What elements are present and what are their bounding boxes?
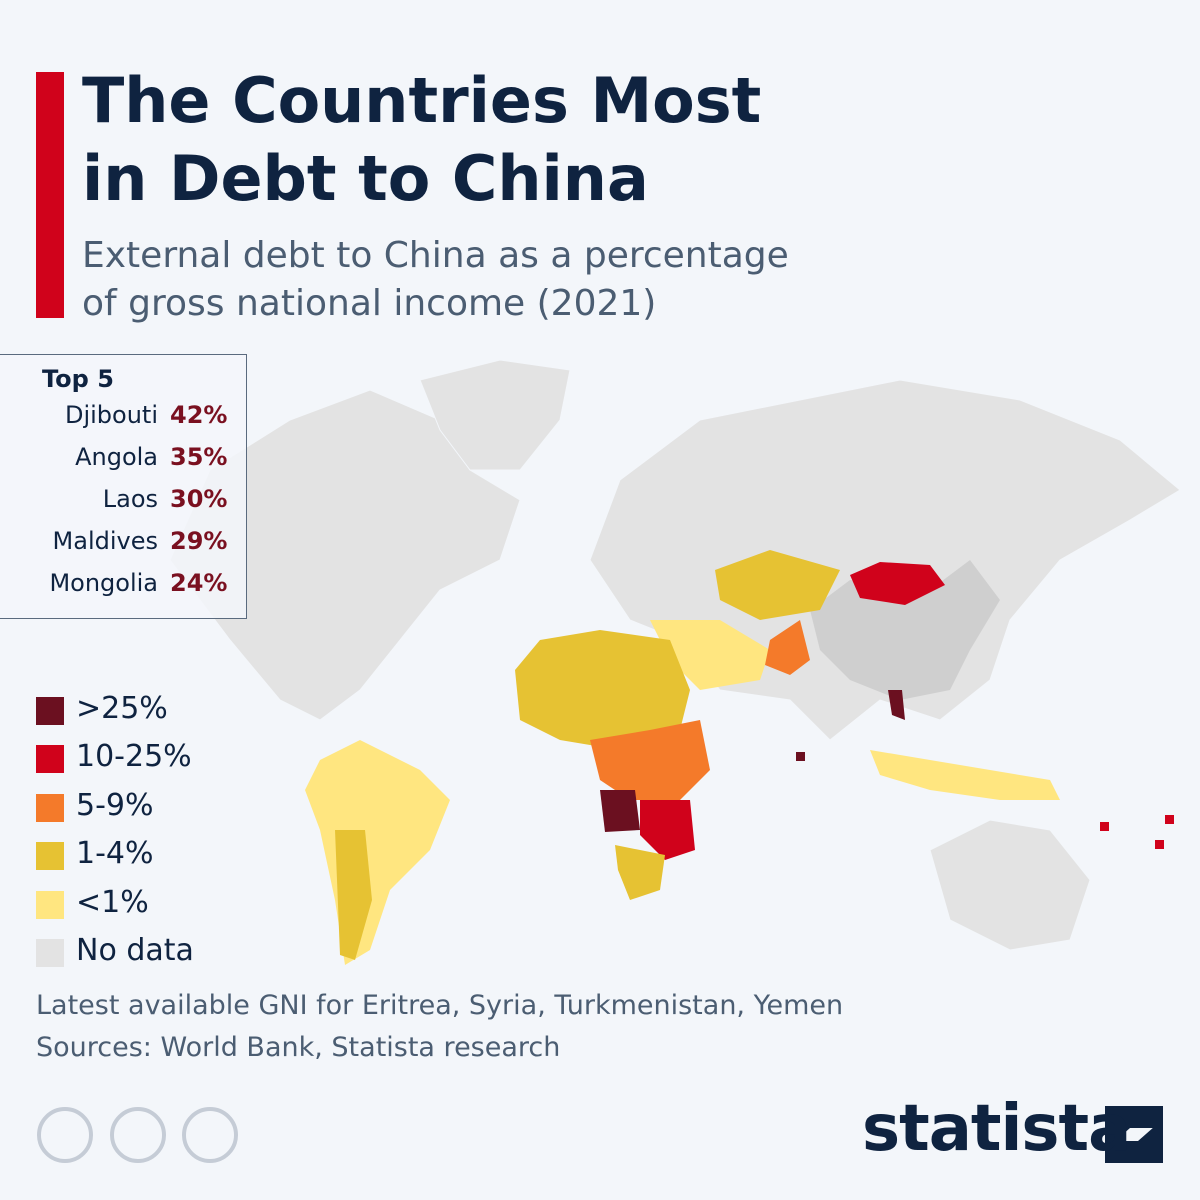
by-icon: [110, 1107, 166, 1163]
top5-box: Top 5 Djibouti 42% Angola 35% Laos 30% Maldive…: [0, 354, 247, 619]
greenland: [419, 359, 571, 471]
country-name: Laos: [102, 485, 158, 513]
brand: statista: [862, 1092, 1131, 1166]
laos: [888, 690, 905, 720]
legend-swatch: [36, 697, 64, 725]
top5-row: Angola 35%: [0, 443, 247, 479]
africa-south-east: [640, 800, 695, 860]
title-line: The Countries Most: [82, 64, 762, 137]
debt-share: 35%: [170, 443, 228, 471]
title-line: in Debt to China: [82, 142, 649, 215]
subtitle-line: External debt to China as a percentage: [82, 235, 789, 276]
legend-label: No data: [76, 933, 194, 968]
subtitle: External debt to China as a percentage o…: [82, 232, 789, 328]
subtitle-line: of gross national income (2021): [82, 283, 657, 324]
angola: [600, 790, 640, 832]
country-name: Angola: [75, 443, 158, 471]
africa-north: [515, 630, 690, 750]
legend-label: 10-25%: [76, 739, 192, 775]
title: The Countries Most in Debt to China: [82, 62, 761, 218]
legend-swatch: [36, 842, 64, 871]
central-asia: [715, 550, 840, 620]
country-name: Djibouti: [64, 401, 158, 429]
china: [810, 560, 1000, 700]
brand-logo: [1105, 1106, 1163, 1163]
country-name: Mongolia: [49, 569, 158, 597]
legend-label: 1-4%: [76, 836, 154, 872]
mongolia: [850, 562, 945, 605]
legend-swatch: [36, 745, 64, 774]
footnote: Latest available GNI for Eritrea, Syria,…: [36, 990, 844, 1021]
africa-south: [615, 845, 665, 900]
top5-row: Laos 30%: [0, 485, 247, 521]
cc-icon: [37, 1107, 93, 1163]
north-america: [169, 389, 521, 721]
debt-share: 24%: [170, 569, 228, 597]
top5-row: Djibouti 42%: [0, 401, 247, 437]
debt-share: 42%: [170, 401, 228, 429]
legend-swatch: [36, 890, 64, 919]
legend-label: >25%: [76, 691, 168, 726]
top5-row: Mongolia 24%: [0, 569, 247, 605]
australia: [929, 819, 1091, 951]
southeast-asia: [870, 750, 1060, 800]
legend-label: 5-9%: [76, 787, 154, 823]
debt-share: 29%: [170, 527, 228, 555]
legend-swatch: [36, 939, 64, 967]
middle-east: [650, 620, 770, 690]
nd-icon: [182, 1107, 238, 1163]
pakistan: [765, 620, 810, 675]
pacific-island: [1165, 815, 1174, 824]
top5-row: Maldives 29%: [0, 527, 247, 563]
legend-swatch: [36, 793, 64, 822]
africa-central: [590, 720, 710, 800]
legend-label: <1%: [76, 884, 149, 920]
pacific-island: [1100, 822, 1109, 831]
sources: Sources: World Bank, Statista research: [36, 1032, 561, 1063]
country-name: Maldives: [52, 527, 158, 555]
maldives: [796, 752, 805, 761]
pacific-island: [1155, 840, 1164, 849]
south-america: [305, 740, 450, 965]
top5-heading: Top 5: [42, 365, 114, 393]
accent-bar: [36, 72, 64, 318]
south-america-west: [335, 830, 372, 960]
debt-share: 30%: [170, 485, 228, 513]
